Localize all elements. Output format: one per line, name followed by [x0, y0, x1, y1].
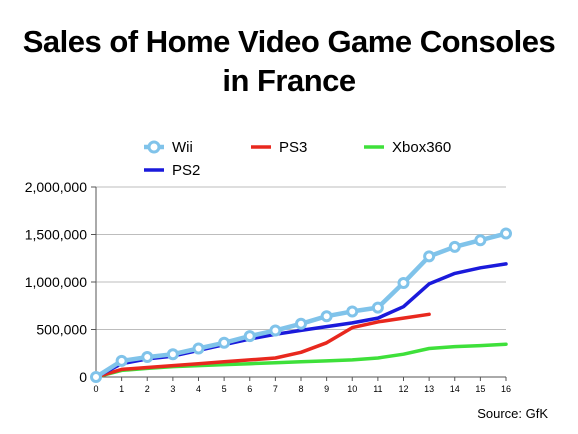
series-line-wii — [93, 231, 509, 380]
data-point-wii — [243, 330, 256, 343]
data-point-wii — [474, 234, 487, 247]
y-tick-label: 0 — [79, 369, 87, 385]
data-point-wii — [397, 276, 410, 289]
data-point-wii — [295, 317, 307, 330]
x-tick-label: 13 — [424, 384, 434, 394]
data-point-wii — [320, 310, 333, 323]
x-tick-label: 15 — [475, 384, 485, 394]
data-point-wii — [218, 336, 231, 349]
data-point-wii — [90, 371, 102, 383]
legend-label-xbox360: Xbox360 — [392, 139, 451, 156]
x-tick-label: 7 — [273, 384, 278, 394]
x-tick-label: 4 — [196, 384, 201, 394]
legend-item-ps2: PS2 — [144, 162, 200, 179]
data-point-wii — [371, 301, 384, 314]
legend: Wii PS3 Xbox360 PS2 — [144, 139, 451, 179]
y-tick-label: 500,000 — [36, 322, 87, 338]
legend-label-ps3: PS3 — [279, 139, 307, 156]
data-point-wii — [500, 227, 512, 240]
data-point-wii — [448, 240, 461, 253]
x-tick-label: 6 — [247, 384, 252, 394]
x-tick-label: 14 — [450, 384, 460, 394]
y-tick-label: 1,500,000 — [25, 227, 87, 243]
data-point-wii — [346, 305, 359, 318]
data-point-wii — [192, 342, 205, 355]
x-tick-label: 0 — [93, 384, 98, 394]
x-tick-label: 9 — [324, 384, 329, 394]
x-tick-label: 2 — [145, 384, 150, 394]
y-axis-ticks: 0 500,000 1,000,000 1,500,000 2,000,000 — [25, 179, 96, 385]
series-line-ps3 — [94, 312, 431, 379]
x-tick-label: 10 — [347, 384, 357, 394]
y-tick-label: 1,000,000 — [25, 274, 87, 290]
series-lines — [90, 227, 512, 383]
series-line-xbox360 — [94, 342, 508, 379]
data-point-wii — [141, 351, 154, 364]
data-point-wii — [269, 324, 282, 337]
legend-item-wii: Wii — [144, 139, 193, 156]
x-tick-label: 11 — [373, 384, 382, 394]
x-tick-label: 8 — [298, 384, 303, 394]
data-point-wii — [166, 348, 179, 361]
x-tick-label: 3 — [170, 384, 175, 394]
chart-title: Sales of Home Video Game Consoles in Fra… — [0, 22, 578, 100]
legend-item-ps3: PS3 — [251, 139, 307, 156]
source-note: Source: GfK — [477, 406, 548, 421]
y-tick-label: 2,000,000 — [25, 179, 87, 195]
x-tick-label: 12 — [398, 384, 408, 394]
x-axis-ticks: 0 1 2 3 4 5 6 7 8 9 10 11 12 13 14 15 16 — [93, 377, 511, 394]
legend-item-xbox360: Xbox360 — [364, 139, 451, 156]
chart-title-line-1: Sales of Home Video Game Consoles — [22, 24, 556, 59]
legend-label-ps2: PS2 — [172, 162, 200, 179]
data-point-wii — [115, 354, 128, 367]
legend-marker-wii — [147, 140, 161, 154]
grid-lines — [96, 186, 506, 330]
x-tick-label: 1 — [119, 384, 124, 394]
chart-title-line-2: in France — [222, 63, 356, 98]
data-point-wii — [423, 250, 436, 263]
x-tick-label: 5 — [222, 384, 227, 394]
legend-label-wii: Wii — [172, 139, 193, 156]
x-tick-label: 16 — [501, 384, 511, 394]
